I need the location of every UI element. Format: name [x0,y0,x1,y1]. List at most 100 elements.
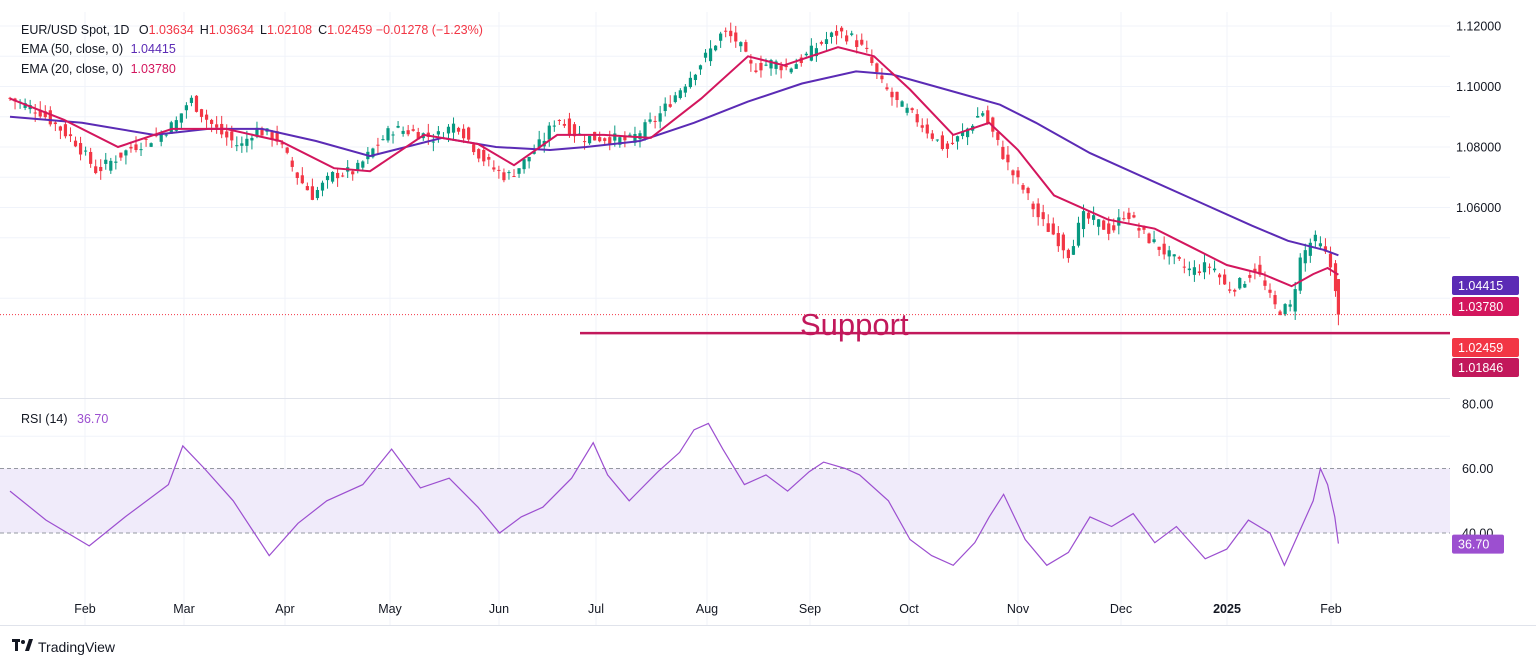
candle-body [129,146,133,149]
candle-body [754,70,758,73]
candle-body [552,125,556,127]
candle-body [567,118,572,136]
candle-body [446,126,451,134]
candle-body [451,123,456,133]
time-tick-label: Apr [275,602,294,616]
candle-body [950,142,955,144]
price-tag: 1.02459 [1452,338,1519,357]
candle-body [663,103,667,112]
candle-body [431,141,435,143]
candle-body [945,143,950,149]
price-tag: 1.03780 [1452,297,1519,316]
candle-body [199,109,204,117]
candle-body [1212,268,1217,271]
candle-body [966,128,970,138]
candle-body [1202,262,1207,273]
candle-body [361,161,365,168]
candle-body [522,159,526,170]
candle-body [467,127,471,140]
candle-body [930,133,934,139]
candle-body [900,101,904,107]
candle-body [391,134,395,136]
candle-body [1187,268,1191,271]
candle-body [628,134,632,136]
price-tick-label: 1.06000 [1456,201,1501,215]
candle-body [1122,218,1126,220]
candle-body [1238,278,1242,289]
candle-body [240,143,244,146]
candle-body [285,147,289,153]
candle-body [492,167,496,170]
time-tick-label: Aug [696,602,718,616]
candle-body [1102,220,1106,230]
candle-body [688,77,692,88]
rsi-tick-label: 60.00 [1462,462,1493,476]
candle-body [1056,233,1060,247]
candle-body [124,150,128,156]
candle-body [875,63,879,72]
price-tag: 1.04415 [1452,276,1519,295]
candle-body [169,122,173,134]
candle-body [880,75,884,80]
ohlc-key: L [260,23,267,37]
candle-body [1172,254,1176,257]
candle-body [935,139,939,141]
candle-body [1051,223,1055,235]
candle-body [1333,263,1338,292]
candle-body [260,129,264,136]
price-tick-label: 1.12000 [1456,20,1501,34]
candle-body [638,133,642,140]
candle-body [189,97,194,103]
candle-body [1142,225,1146,230]
candle-body [1278,311,1282,315]
price-tag-bg [1452,297,1519,316]
candle-body [300,175,304,184]
candle-body [708,48,713,62]
candle-body [986,110,990,124]
candle-body [870,57,874,64]
candle-body [456,127,461,132]
candle-body [1308,242,1312,256]
candle-body [683,86,687,93]
ohlc-value: 1.03634 [208,23,254,37]
candle-body [1081,211,1086,230]
rsi-line [9,422,1339,567]
price-tag-bg [1452,276,1519,295]
candle-body [1293,289,1297,312]
candle-body [1092,215,1096,220]
candle-body [981,113,985,116]
candle-body [330,171,335,182]
rsi-tick-label: 80.00 [1462,398,1493,412]
candle-body [1162,243,1166,255]
tradingview-brand[interactable]: TradingView [12,638,115,656]
candle-body [1001,146,1005,159]
candle-body [1006,154,1010,163]
candle-body [648,119,652,122]
candle-body [890,91,894,98]
candle-body [603,138,607,141]
candle-body [1177,257,1181,259]
candle-body [824,39,829,44]
candle-body [860,39,864,45]
time-axis: Feb Mar Apr May Jun Jul Aug Sep Oct Nov Dec 2025 Feb [74,602,1342,616]
candle-body [1147,233,1151,244]
candle-body [1046,223,1050,232]
support-label: Support [800,307,909,342]
candle-body [502,172,506,181]
candle-body [99,166,103,172]
time-tick-label: Mar [173,602,195,616]
candle-body [159,132,163,142]
candle-body [416,132,420,140]
candle-body [774,61,778,69]
candle-body [698,65,703,70]
candle-body [673,95,677,103]
candle-body [613,133,617,141]
candle-body [834,30,839,36]
candle-body [724,30,728,32]
price-tick-label: 1.08000 [1456,141,1501,155]
legend-rsi-row: RSI (14) 36.70 [21,411,108,427]
candle-body [1258,264,1262,275]
candle-body [477,149,481,159]
price-tag-bg [1452,338,1519,357]
